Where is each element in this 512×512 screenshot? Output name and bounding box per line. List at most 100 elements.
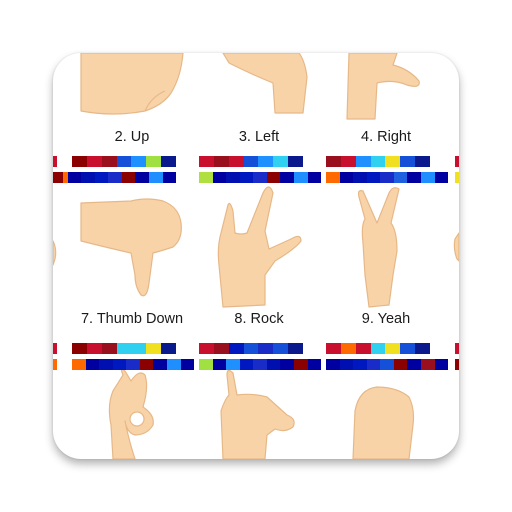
gesture-color-bar [455,156,459,167]
gesture-color-bar [53,172,63,183]
gesture-color-bar [326,172,449,183]
color-bar-cell [288,343,304,354]
color-bar-cell [353,172,367,183]
color-bar-cell [258,343,274,354]
color-bar-cell [258,156,274,167]
color-bar-cell [407,172,421,183]
color-bar-cell [380,359,394,370]
gesture-label-thumb-down: 7. Thumb Down [80,311,184,327]
color-bar-cell [385,156,401,167]
color-bar-cell [307,172,322,183]
gesture-label-left: 3. Left [238,129,280,145]
gesture-color-bar [199,359,322,370]
color-bar-cell [101,343,117,354]
color-bar-cell [455,343,459,354]
color-bar-cell [253,172,267,183]
color-bar-cell [116,343,132,354]
color-bar-cell [415,156,431,167]
color-bar-cell [455,359,459,370]
color-bar-cell [370,343,386,354]
color-bar-cell [212,172,227,183]
color-bar-cell [420,359,435,370]
color-bar-cell [108,172,122,183]
gesture-color-bar [326,343,431,354]
gesture-color-bar [199,343,304,354]
color-bar-cell [355,156,371,167]
color-bar-cell [226,359,240,370]
color-bar-cell [180,359,195,370]
hand-partial-icon [453,232,459,262]
color-bar-cell [161,156,177,167]
color-bar-cell [53,359,57,370]
color-bar-cell [385,343,401,354]
color-bar-cell [288,156,304,167]
color-bar-cell [126,359,140,370]
color-bar-cell [94,172,109,183]
color-bar-cell [228,156,244,167]
gesture-color-bar [326,359,449,370]
color-bar-cell [86,156,102,167]
color-bar-cell [199,156,214,167]
color-bar-cell [53,343,57,354]
color-bar-cell [99,359,113,370]
gesture-color-bar [455,359,459,370]
color-bar-cell [326,156,341,167]
color-bar-cell [326,343,341,354]
color-bar-cell [326,359,340,370]
hand-up-icon [80,53,184,115]
color-bar-cell [326,172,340,183]
color-bar-cell [243,156,259,167]
color-bar-cell [72,343,87,354]
color-bar-cell [415,343,431,354]
rock-hand-icon [217,186,302,308]
color-bar-cell [266,359,281,370]
app-icon[interactable]: 2. Up 3. Left 4. Right 7. Thumb Down 8. … [53,53,459,459]
color-bar-cell [148,172,163,183]
gesture-color-bar [455,172,459,183]
color-bar-cell [213,156,229,167]
fist-icon [352,386,415,459]
color-bar-cell [339,359,354,370]
gesture-color-bar [53,156,57,167]
gesture-color-bar [72,359,195,370]
color-bar-cell [135,172,149,183]
thumb-down-icon [80,198,182,297]
color-bar-cell [366,359,381,370]
color-bar-cell [420,172,435,183]
color-bar-cell [370,156,386,167]
color-bar-cell [72,359,86,370]
gesture-color-bar [199,156,304,167]
color-bar-cell [266,172,281,183]
color-bar-cell [400,343,416,354]
color-bar-cell [101,156,117,167]
color-bar-cell [116,156,132,167]
gesture-illustration [53,53,459,459]
color-bar-cell [226,172,240,183]
color-bar-cell [273,156,289,167]
color-bar-cell [455,156,459,167]
color-bar-cell [340,156,356,167]
color-bar-cell [253,359,267,370]
color-bar-cell [393,172,408,183]
gesture-color-bar [54,172,177,183]
color-bar-cell [213,343,229,354]
color-bar-cell [293,172,308,183]
color-bar-cell [353,359,367,370]
gesture-color-bar [53,343,57,354]
gesture-label-up: 2. Up [114,129,150,145]
hand-partial-icon [53,240,57,266]
gesture-color-bar [455,343,459,354]
hand-left-icon [222,53,308,114]
color-bar-cell [307,359,322,370]
color-bar-cell [355,343,371,354]
gesture-color-bar [72,343,177,354]
color-bar-cell [161,343,177,354]
color-bar-cell [72,156,87,167]
color-bar-cell [434,172,449,183]
gesture-label-rock: 8. Rock [234,311,284,327]
color-bar-cell [131,343,147,354]
ok-hand-icon [108,368,154,459]
color-bar-cell [131,156,147,167]
gesture-color-bar [53,359,57,370]
gesture-color-bar [326,156,431,167]
